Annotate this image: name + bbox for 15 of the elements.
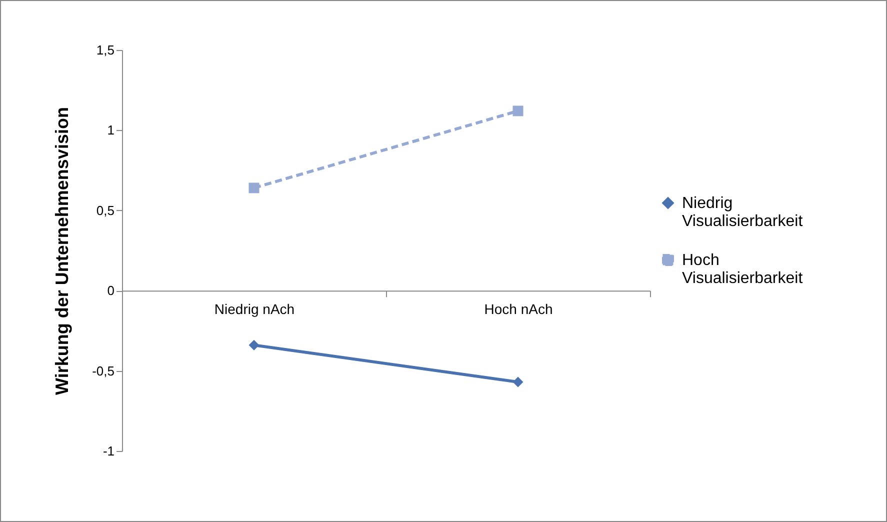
x-tick-label: Niedrig nAch <box>214 301 295 318</box>
y-axis-title: Wirkung der Unternehmensvision <box>52 107 72 395</box>
y-tick-label: -0,5 <box>92 363 114 378</box>
point <box>248 340 260 350</box>
legend-label: Niedrig Visualisierbarkeit <box>682 195 804 230</box>
point <box>248 182 260 194</box>
x-tick-label: Hoch nAch <box>484 301 553 318</box>
y-tick-label: 0,5 <box>96 202 114 218</box>
y-tick-label: 1 <box>107 122 114 138</box>
y-tick-label: 1,5 <box>96 42 114 58</box>
point <box>512 376 524 388</box>
point <box>512 106 524 116</box>
y-tick-label: -1 <box>102 444 114 458</box>
y-tick-label: 0 <box>107 283 114 298</box>
legend-label: Hoch Visualisierbarkeit <box>682 252 804 287</box>
